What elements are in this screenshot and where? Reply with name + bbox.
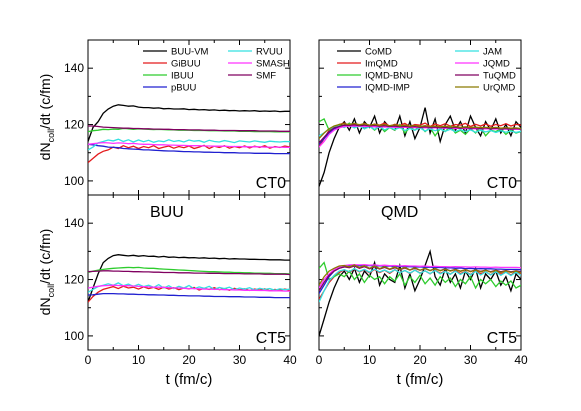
top-left-legend-label: IBUU	[171, 71, 194, 82]
top-right-series-urqmd	[319, 122, 521, 140]
bottom-left-series-buu-vm	[88, 254, 290, 303]
bottom-left-xtick-label: 20	[182, 353, 196, 367]
y-axis-title-top-rest: /dt (c/fm)	[37, 74, 53, 129]
x-axis-title-left: t (fm/c)	[166, 371, 213, 388]
bottom-right-series-jqmd	[319, 263, 521, 289]
bottom-left-series-rvuu	[88, 282, 290, 293]
bottom-left-ytick-label: 140	[64, 216, 84, 230]
top-right-legend-label: IQMD-BNU	[365, 71, 413, 82]
bottom-left-xtick-label: 30	[233, 353, 247, 367]
top-right-legend-label: ImQMD	[365, 59, 398, 70]
y-axis-title-bottom: dNcoll/dt (c/fm)	[37, 229, 56, 316]
top-right-legend-label: CoMD	[365, 47, 392, 58]
bottom-left-series-smash	[88, 284, 290, 292]
bottom-right-xtick-label: 10	[363, 353, 377, 367]
bottom-right-xtick-label: 20	[413, 353, 427, 367]
top-left-series-rvuu	[88, 138, 290, 151]
top-right-legend-label: JAM	[483, 47, 502, 58]
top-left-scenario-label: CT0	[256, 175, 286, 192]
panel-bottom-right: 0 10 20 30 40 CT5 QMD	[316, 194, 528, 367]
y-axis-title-bottom-main: dN	[37, 297, 53, 315]
bottom-left-xtick-label: 40	[283, 353, 297, 367]
top-right-scenario-label: CT0	[487, 175, 517, 192]
bottom-right-group-label: QMD	[381, 204, 418, 221]
bottom-right-xtick-label: 0	[316, 353, 323, 367]
bottom-left-ytick-label: 100	[64, 329, 84, 343]
top-right-legend-label: JQMD	[483, 59, 510, 70]
bottom-right-xtick-label: 40	[514, 353, 528, 367]
top-left-ytick-label: 100	[64, 174, 84, 188]
bottom-left-series-pbuu	[88, 292, 290, 299]
top-left-series-buu-vm	[88, 104, 290, 142]
top-left-series-pbuu	[88, 143, 290, 155]
top-left-series-smash	[88, 141, 290, 149]
bottom-right-series-urqmd	[319, 264, 521, 286]
y-axis-title-top-sub: coll	[46, 129, 56, 143]
bottom-left-series-smf	[88, 270, 290, 276]
y-axis-title-bottom-rest: /dt (c/fm)	[37, 229, 53, 284]
top-left-legend-label: BUU-VM	[171, 47, 209, 58]
bottom-right-series-iqmd-bnu	[319, 261, 521, 290]
bottom-right-xtick-label: 30	[464, 353, 478, 367]
top-right-legend-label: UrQMD	[483, 83, 515, 94]
bottom-right-scenario-label: CT5	[487, 330, 517, 347]
y-axis-title-top: dNcoll/dt (c/fm)	[37, 74, 56, 161]
top-left-legend-label: SMF	[256, 71, 276, 82]
bottom-left-group-label: BUU	[150, 204, 184, 221]
bottom-right-series-jam	[319, 267, 521, 303]
top-left-legend-label: pBUU	[171, 83, 196, 94]
top-left-legend-label: SMASH	[256, 59, 290, 70]
bottom-left-scenario-label: CT5	[256, 330, 286, 347]
top-left-legend-label: GiBUU	[171, 59, 201, 70]
y-axis-title-top-main: dN	[37, 142, 53, 160]
top-left-ytick-label: 140	[64, 61, 84, 75]
bottom-right-series-comd	[319, 248, 521, 337]
top-left-legend-label: RVUU	[256, 47, 283, 58]
x-axis-title-right: t (fm/c)	[397, 371, 444, 388]
top-right-legend-label: TuQMD	[483, 71, 516, 82]
top-right-legend-label: IQMD-IMP	[365, 83, 410, 94]
bottom-left-series-ibuu	[88, 266, 290, 275]
bottom-left-ytick-label: 120	[64, 273, 84, 287]
panel-bottom-left: 0 10 20 30 40 100 120 140 CT5 BUU	[64, 194, 297, 367]
top-left-series-smf	[88, 125, 290, 132]
top-left-ytick-label: 120	[64, 118, 84, 132]
bottom-left-xtick-label: 10	[132, 353, 146, 367]
bottom-left-xtick-label: 0	[85, 353, 92, 367]
y-axis-title-bottom-sub: coll	[46, 284, 56, 298]
